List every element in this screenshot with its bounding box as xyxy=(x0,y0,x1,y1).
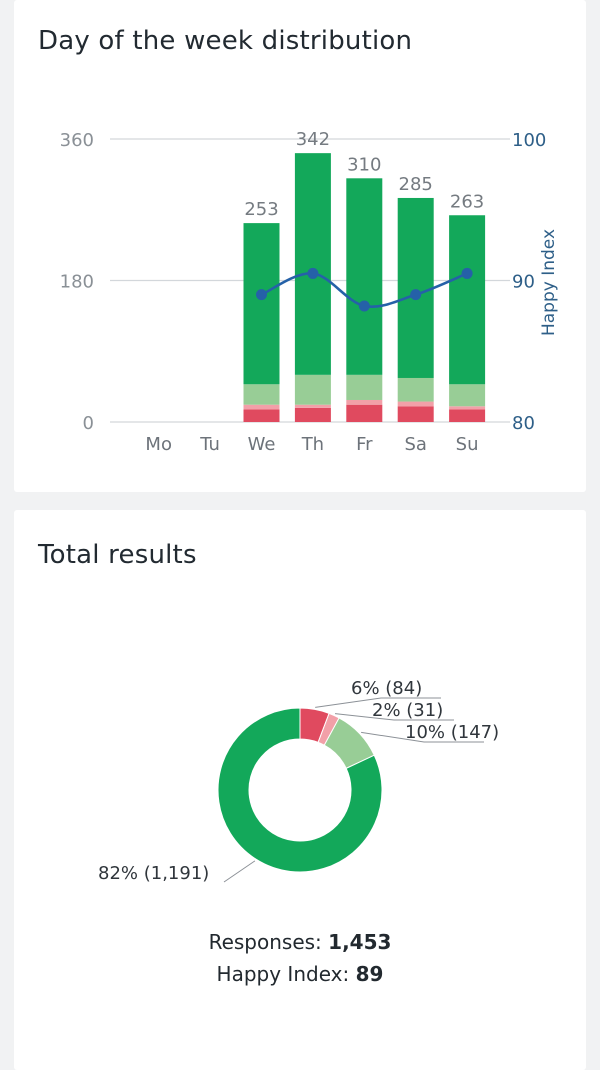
bar-segment xyxy=(449,406,486,410)
bar-segment xyxy=(294,153,331,375)
happy-index-summary: Happy Index: 89 xyxy=(14,962,586,986)
bar-segment xyxy=(294,374,331,405)
bar-segment xyxy=(449,215,486,385)
total-results-donut-chart: 6% (84)2% (31)10% (147) 82% (1,191) xyxy=(98,678,499,884)
bar-segment xyxy=(397,406,434,422)
bar-segment xyxy=(449,384,486,407)
slice-label: 82% (1,191) xyxy=(98,863,209,884)
bar-segment xyxy=(346,374,383,400)
slice-leader-line xyxy=(334,713,454,721)
bar-segment xyxy=(449,409,486,422)
day-of-week-chart: 0 180 360 80 90 100 Happy Index Mo Tu 253 We 342 Th 3… xyxy=(60,129,559,455)
x-tick-label: Mo xyxy=(145,434,172,455)
happy-index-label: Happy Index: xyxy=(216,962,350,986)
x-tick-label: Tu xyxy=(199,434,220,455)
bar-segment xyxy=(397,377,434,402)
happy-index-point xyxy=(307,267,319,279)
bar-total-label: 263 xyxy=(450,191,484,212)
slice-leader-line xyxy=(361,731,484,743)
bar-segment xyxy=(346,399,383,405)
happy-index-point xyxy=(461,267,473,279)
bar-total-label: 285 xyxy=(399,174,433,195)
y2-tick-label: 100 xyxy=(512,130,546,151)
responses-summary: Responses: 1,453 xyxy=(14,930,586,954)
bar-segment xyxy=(397,197,434,378)
total-results-title: Total results xyxy=(38,540,197,570)
y-tick-label: 360 xyxy=(60,130,94,151)
bar-segment xyxy=(397,401,434,407)
slice-leader-line xyxy=(315,697,441,708)
day-of-week-card: Day of the week distribution 0 180 360 80 90… xyxy=(14,0,586,492)
bar-segment xyxy=(294,407,331,422)
bar-segment xyxy=(243,404,280,410)
donut-slice xyxy=(217,707,383,873)
x-tick-label: Sa xyxy=(404,434,426,455)
y-tick-label: 0 xyxy=(83,413,94,434)
happy-index-point xyxy=(358,300,370,312)
bar-total-label: 253 xyxy=(244,199,278,220)
bar-total-label: 342 xyxy=(296,129,330,150)
slice-leader-line xyxy=(223,860,256,883)
x-tick-label: Fr xyxy=(356,434,373,455)
y2-tick-label: 90 xyxy=(512,272,535,293)
responses-label: Responses: xyxy=(208,930,322,954)
slice-label: 6% (84) xyxy=(351,678,422,699)
bar-segment xyxy=(346,404,383,422)
bar-segment xyxy=(294,404,331,408)
happy-index-value: 89 xyxy=(355,962,384,986)
x-tick-label: We xyxy=(248,434,276,455)
x-tick-label: Th xyxy=(301,434,324,455)
y-tick-label: 180 xyxy=(60,272,94,293)
slice-label: 2% (31) xyxy=(372,700,443,721)
bar-segment xyxy=(243,384,280,405)
happy-index-point xyxy=(410,289,422,301)
total-results-card: Total results 6% (84) 2% (31) 10% (147) 82%… xyxy=(14,510,586,1070)
y2-axis-label: Happy Index xyxy=(539,229,559,336)
week-chart-title: Day of the week distribution xyxy=(38,26,413,56)
bar-segment xyxy=(243,223,280,385)
bar-segment xyxy=(243,409,280,422)
slice-label: 10% (147) xyxy=(405,722,499,743)
happy-index-point xyxy=(256,289,267,301)
x-tick-label: Su xyxy=(456,434,479,455)
y2-tick-label: 80 xyxy=(512,413,535,434)
responses-value: 1,453 xyxy=(328,930,392,954)
bar-segment xyxy=(346,178,383,375)
bar-total-label: 310 xyxy=(347,154,381,175)
